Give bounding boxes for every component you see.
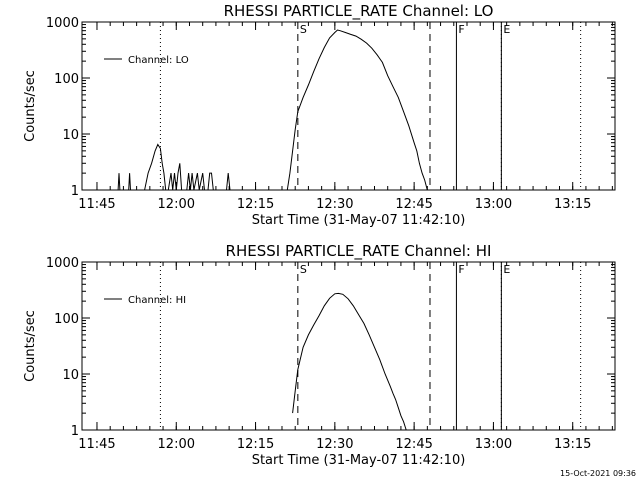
- legend-label: Channel: HI: [128, 295, 186, 306]
- y-axis-label: Counts/sec: [23, 310, 38, 382]
- plot-frame: [81, 261, 616, 431]
- x-tick-label: 12:30: [316, 197, 353, 212]
- y-tick-label: 1000: [46, 16, 79, 31]
- plot-frame: [81, 21, 616, 191]
- series-line: [117, 29, 428, 191]
- y-axis-label: Counts/sec: [23, 70, 38, 142]
- x-tick-label: 12:15: [237, 437, 274, 452]
- chart-title: RHESSI PARTICLE_RATE Channel: LO: [224, 2, 494, 21]
- chart-panel-1: RHESSI PARTICLE_RATE Channel: LO 1 10 100 10…: [23, 2, 616, 228]
- x-tick-label: 13:15: [554, 197, 591, 212]
- x-tick-label: 12:45: [395, 197, 432, 212]
- x-tick-label: 12:00: [158, 437, 195, 452]
- x-tick-label: 11:45: [78, 437, 115, 452]
- event-marker-label: S: [300, 23, 307, 36]
- y-tick-label: 100: [54, 72, 79, 87]
- y-tick-label: 100: [54, 312, 79, 327]
- chart-panel-2: RHESSI PARTICLE_RATE Channel: HI 1 10 100 10…: [23, 242, 616, 468]
- y-tick-label: 1: [71, 424, 79, 439]
- series-line: [292, 292, 407, 431]
- event-marker-label: E: [503, 23, 510, 36]
- chart-title: RHESSI PARTICLE_RATE Channel: HI: [226, 242, 492, 261]
- x-axis-label: Start Time (31-May-07 11:42:10): [252, 213, 466, 228]
- x-tick-label: 12:00: [158, 197, 195, 212]
- x-tick-label: 12:15: [237, 197, 274, 212]
- x-tick-label: 12:30: [316, 437, 353, 452]
- y-tick-label: 1000: [46, 256, 79, 271]
- event-marker-label: F: [458, 23, 464, 36]
- event-marker-label: F: [458, 263, 464, 276]
- x-tick-label: 13:15: [554, 437, 591, 452]
- y-tick-label: 10: [62, 128, 79, 143]
- x-tick-label: 11:45: [78, 197, 115, 212]
- y-tick-label: 1: [71, 184, 79, 199]
- y-tick-label: 10: [62, 368, 79, 383]
- x-tick-label: 13:00: [475, 197, 512, 212]
- timestamp-label: 15-Oct-2021 09:36: [560, 469, 636, 478]
- event-marker-label: E: [503, 263, 510, 276]
- x-axis-label: Start Time (31-May-07 11:42:10): [252, 453, 466, 468]
- x-tick-label: 13:00: [475, 437, 512, 452]
- legend-label: Channel: LO: [128, 55, 189, 66]
- x-tick-label: 12:45: [395, 437, 432, 452]
- event-marker-label: S: [300, 263, 307, 276]
